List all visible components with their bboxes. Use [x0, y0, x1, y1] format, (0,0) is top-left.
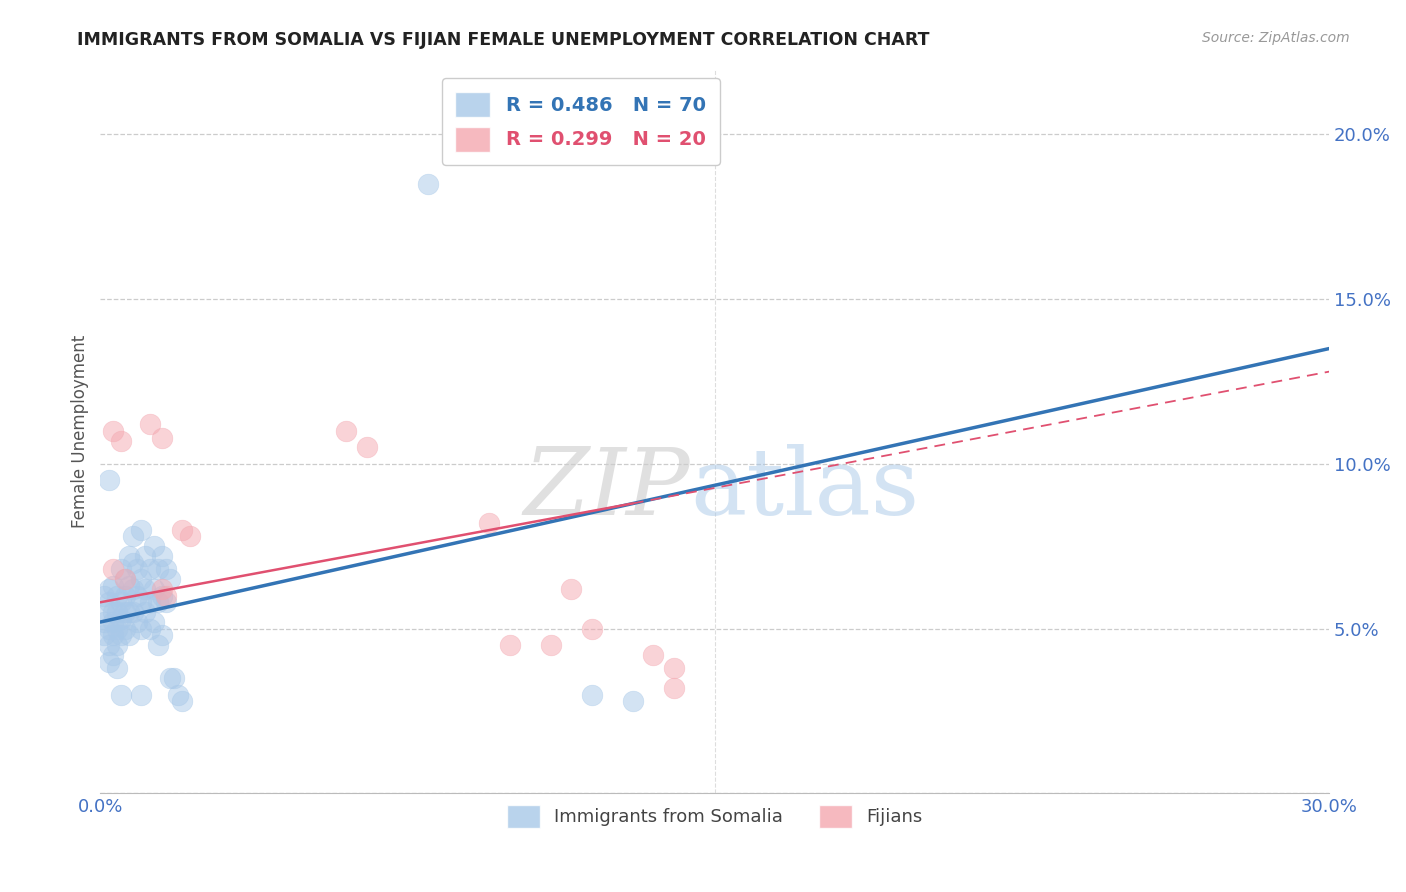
Point [122, 582, 145, 596]
Point [478, 516, 501, 531]
Point [155, 589, 177, 603]
Point [97, 474, 120, 488]
Y-axis label: Female Unemployment: Female Unemployment [72, 334, 89, 527]
Point [142, 539, 165, 553]
Point [172, 694, 194, 708]
Point [155, 595, 177, 609]
Point [122, 605, 145, 619]
Point [540, 638, 562, 652]
Point [118, 549, 141, 563]
Point [163, 671, 186, 685]
Point [131, 523, 153, 537]
Point [662, 681, 685, 695]
Point [97, 582, 120, 596]
Point [356, 441, 378, 455]
Point [105, 622, 128, 636]
Point [146, 595, 169, 609]
Point [101, 648, 124, 662]
Point [101, 579, 124, 593]
Point [110, 612, 132, 626]
Point [93, 615, 115, 629]
Point [146, 638, 169, 652]
Point [127, 589, 149, 603]
Point [105, 605, 128, 619]
Point [138, 417, 160, 432]
Point [150, 430, 173, 444]
Point [643, 648, 665, 662]
Point [560, 582, 582, 596]
Point [134, 605, 156, 619]
Point [122, 556, 145, 570]
Point [150, 549, 173, 563]
Point [93, 605, 115, 619]
Point [105, 589, 128, 603]
Legend: Immigrants from Somalia, Fijians: Immigrants from Somalia, Fijians [501, 797, 929, 835]
Point [146, 562, 169, 576]
Point [131, 688, 153, 702]
Point [118, 628, 141, 642]
Point [110, 688, 132, 702]
Point [138, 562, 160, 576]
Point [114, 605, 136, 619]
Point [101, 424, 124, 438]
Point [101, 628, 124, 642]
Point [97, 638, 120, 652]
Point [167, 688, 190, 702]
Point [97, 622, 120, 636]
Point [134, 549, 156, 563]
Point [142, 582, 165, 596]
Point [138, 622, 160, 636]
Point [101, 605, 124, 619]
Point [134, 582, 156, 596]
Point [114, 572, 136, 586]
Point [416, 177, 439, 191]
Point [621, 694, 644, 708]
Point [97, 655, 120, 669]
Point [114, 622, 136, 636]
Point [97, 595, 120, 609]
Point [114, 572, 136, 586]
Point [110, 562, 132, 576]
Point [581, 622, 603, 636]
Point [142, 615, 165, 629]
Point [131, 622, 153, 636]
Point [150, 589, 173, 603]
Point [499, 638, 522, 652]
Point [155, 562, 177, 576]
Point [150, 628, 173, 642]
Point [110, 628, 132, 642]
Point [172, 523, 194, 537]
Point [127, 562, 149, 576]
Point [150, 582, 173, 596]
Point [131, 595, 153, 609]
Point [105, 661, 128, 675]
Point [110, 434, 132, 448]
Point [118, 605, 141, 619]
Point [159, 671, 181, 685]
Point [131, 572, 153, 586]
Text: ZIP: ZIP [523, 444, 690, 534]
Point [93, 628, 115, 642]
Point [101, 562, 124, 576]
Point [581, 688, 603, 702]
Point [122, 529, 145, 543]
Point [114, 589, 136, 603]
Text: atlas: atlas [690, 444, 920, 534]
Point [179, 529, 201, 543]
Point [93, 589, 115, 603]
Point [662, 661, 685, 675]
Point [101, 615, 124, 629]
Point [118, 579, 141, 593]
Point [159, 572, 181, 586]
Point [110, 595, 132, 609]
Point [138, 595, 160, 609]
Point [105, 638, 128, 652]
Text: IMMIGRANTS FROM SOMALIA VS FIJIAN FEMALE UNEMPLOYMENT CORRELATION CHART: IMMIGRANTS FROM SOMALIA VS FIJIAN FEMALE… [77, 31, 929, 49]
Point [335, 424, 357, 438]
Point [127, 615, 149, 629]
Text: Source: ZipAtlas.com: Source: ZipAtlas.com [1202, 31, 1350, 45]
